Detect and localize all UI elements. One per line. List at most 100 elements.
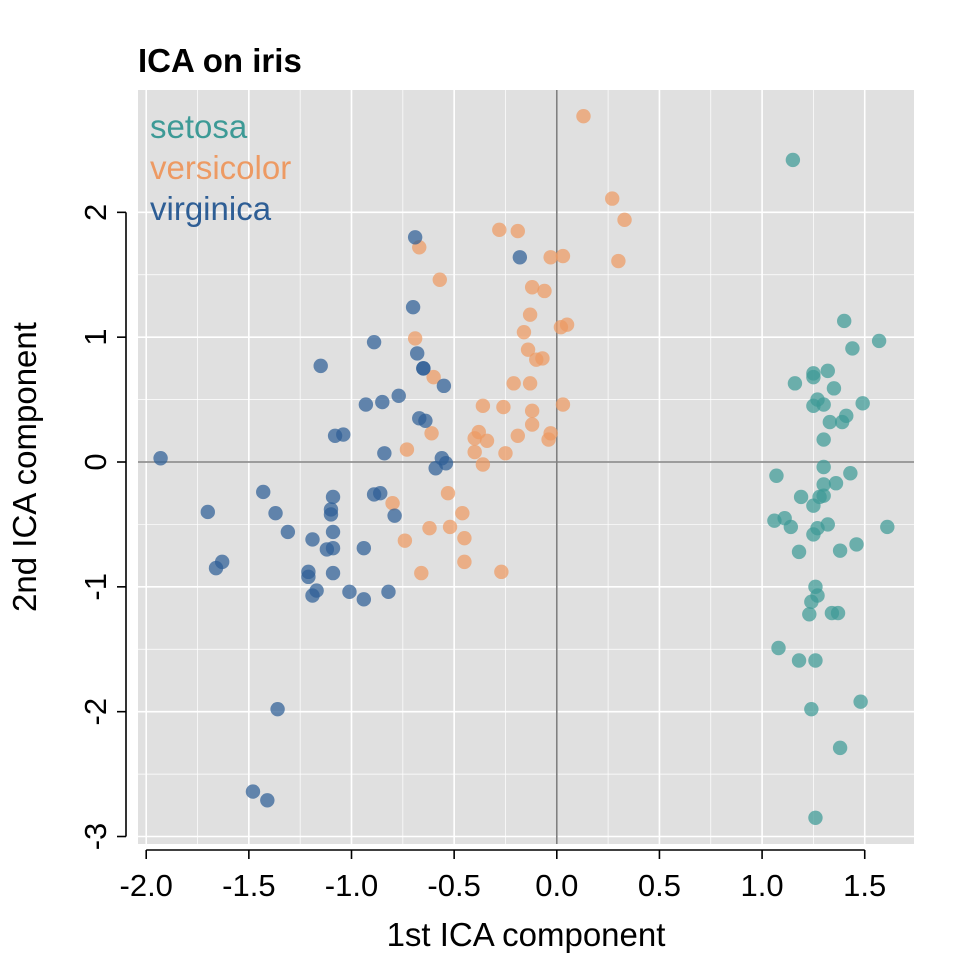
point-versicolor: [422, 520, 437, 536]
point-setosa: [828, 476, 844, 491]
point-virginica: [325, 489, 341, 505]
point-setosa: [791, 653, 807, 668]
point-versicolor: [524, 403, 540, 419]
point-versicolor: [424, 426, 439, 441]
point-versicolor: [457, 554, 472, 570]
point-virginica: [313, 358, 328, 374]
point-setosa: [820, 363, 835, 379]
point-versicolor: [543, 250, 558, 265]
point-setosa: [849, 537, 864, 552]
point-versicolor: [492, 222, 507, 238]
point-setosa: [843, 466, 858, 481]
y-tick-label: -1: [78, 573, 113, 601]
point-versicolor: [475, 457, 491, 472]
point-setosa: [816, 477, 831, 492]
point-virginica: [325, 565, 341, 581]
point-setosa: [837, 313, 852, 329]
point-setosa: [830, 605, 846, 621]
x-tick-label: 1.0: [741, 868, 784, 903]
point-setosa: [802, 607, 817, 622]
y-tick-label: 1: [78, 329, 113, 346]
point-setosa: [871, 333, 887, 349]
point-setosa: [834, 414, 850, 430]
point-versicolor: [414, 565, 429, 581]
point-setosa: [769, 468, 784, 483]
series-virginica: [153, 230, 528, 808]
point-virginica: [208, 560, 224, 576]
point-versicolor: [559, 317, 575, 332]
point-versicolor: [611, 253, 626, 269]
y-tick-label: -3: [78, 823, 113, 851]
series-setosa: [767, 152, 895, 825]
point-virginica: [245, 784, 261, 799]
point-virginica: [256, 484, 271, 500]
point-versicolor: [555, 397, 571, 412]
point-versicolor: [510, 428, 525, 443]
point-virginica: [405, 300, 421, 315]
legend-label-setosa: setosa: [150, 108, 248, 145]
point-virginica: [358, 397, 374, 412]
point-virginica: [512, 250, 528, 265]
point-setosa: [826, 381, 842, 396]
point-virginica: [323, 507, 339, 522]
point-setosa: [820, 517, 835, 532]
point-versicolor: [522, 307, 538, 322]
point-versicolor: [510, 223, 525, 239]
x-tick-label: -1.5: [222, 868, 275, 903]
y-axis: -3 -2 -1 0 1 2: [78, 204, 127, 851]
point-versicolor: [617, 212, 632, 228]
point-virginica: [260, 793, 275, 808]
x-tick-label: 1.5: [843, 868, 886, 903]
reference-lines: [138, 90, 914, 844]
point-virginica: [280, 524, 296, 540]
point-virginica: [407, 230, 423, 245]
point-virginica: [416, 361, 431, 376]
point-virginica: [366, 334, 382, 350]
point-versicolor: [426, 369, 441, 385]
point-setosa: [785, 152, 801, 168]
x-tick-label: -0.5: [427, 868, 480, 903]
x-tick-label: 0.5: [638, 868, 681, 903]
point-setosa: [804, 594, 819, 610]
point-virginica: [377, 446, 392, 461]
point-virginica: [356, 540, 372, 556]
point-setosa: [808, 810, 823, 825]
point-versicolor: [498, 446, 513, 461]
chart-title: ICA on iris: [138, 42, 302, 79]
point-setosa: [822, 414, 838, 430]
point-virginica: [387, 508, 402, 523]
point-versicolor: [522, 376, 538, 391]
point-versicolor: [399, 442, 415, 457]
y-tick-label: 2: [78, 204, 113, 221]
point-virginica: [200, 504, 215, 520]
point-setosa: [855, 396, 870, 411]
point-setosa: [880, 519, 895, 535]
point-setosa: [812, 489, 827, 505]
point-versicolor: [535, 351, 550, 366]
point-setosa: [853, 694, 868, 709]
legend-label-versicolor: versicolor: [150, 149, 291, 186]
point-versicolor: [555, 248, 571, 264]
point-versicolor: [397, 533, 413, 548]
legend-label-virginica: virginica: [150, 190, 272, 227]
point-versicolor: [455, 505, 470, 521]
point-versicolor: [543, 426, 558, 441]
point-versicolor: [440, 486, 456, 501]
point-versicolor: [576, 109, 591, 124]
data-points: [153, 109, 895, 825]
point-virginica: [428, 461, 443, 476]
legend: setosa versicolor virginica: [150, 108, 291, 227]
x-axis: -2.0 -1.5 -1.0 -0.5 0.0 0.5 1.0 1.5: [120, 849, 886, 903]
point-setosa: [804, 701, 819, 717]
point-virginica: [301, 569, 316, 585]
x-tick-label: 0.0: [535, 868, 578, 903]
x-axis-label: 1st ICA component: [387, 916, 666, 953]
point-virginica: [305, 588, 320, 603]
point-versicolor: [516, 324, 532, 340]
point-versicolor: [385, 496, 400, 511]
point-versicolor: [494, 564, 509, 580]
point-virginica: [325, 540, 341, 556]
point-versicolor: [467, 431, 482, 446]
point-versicolor: [457, 530, 472, 546]
